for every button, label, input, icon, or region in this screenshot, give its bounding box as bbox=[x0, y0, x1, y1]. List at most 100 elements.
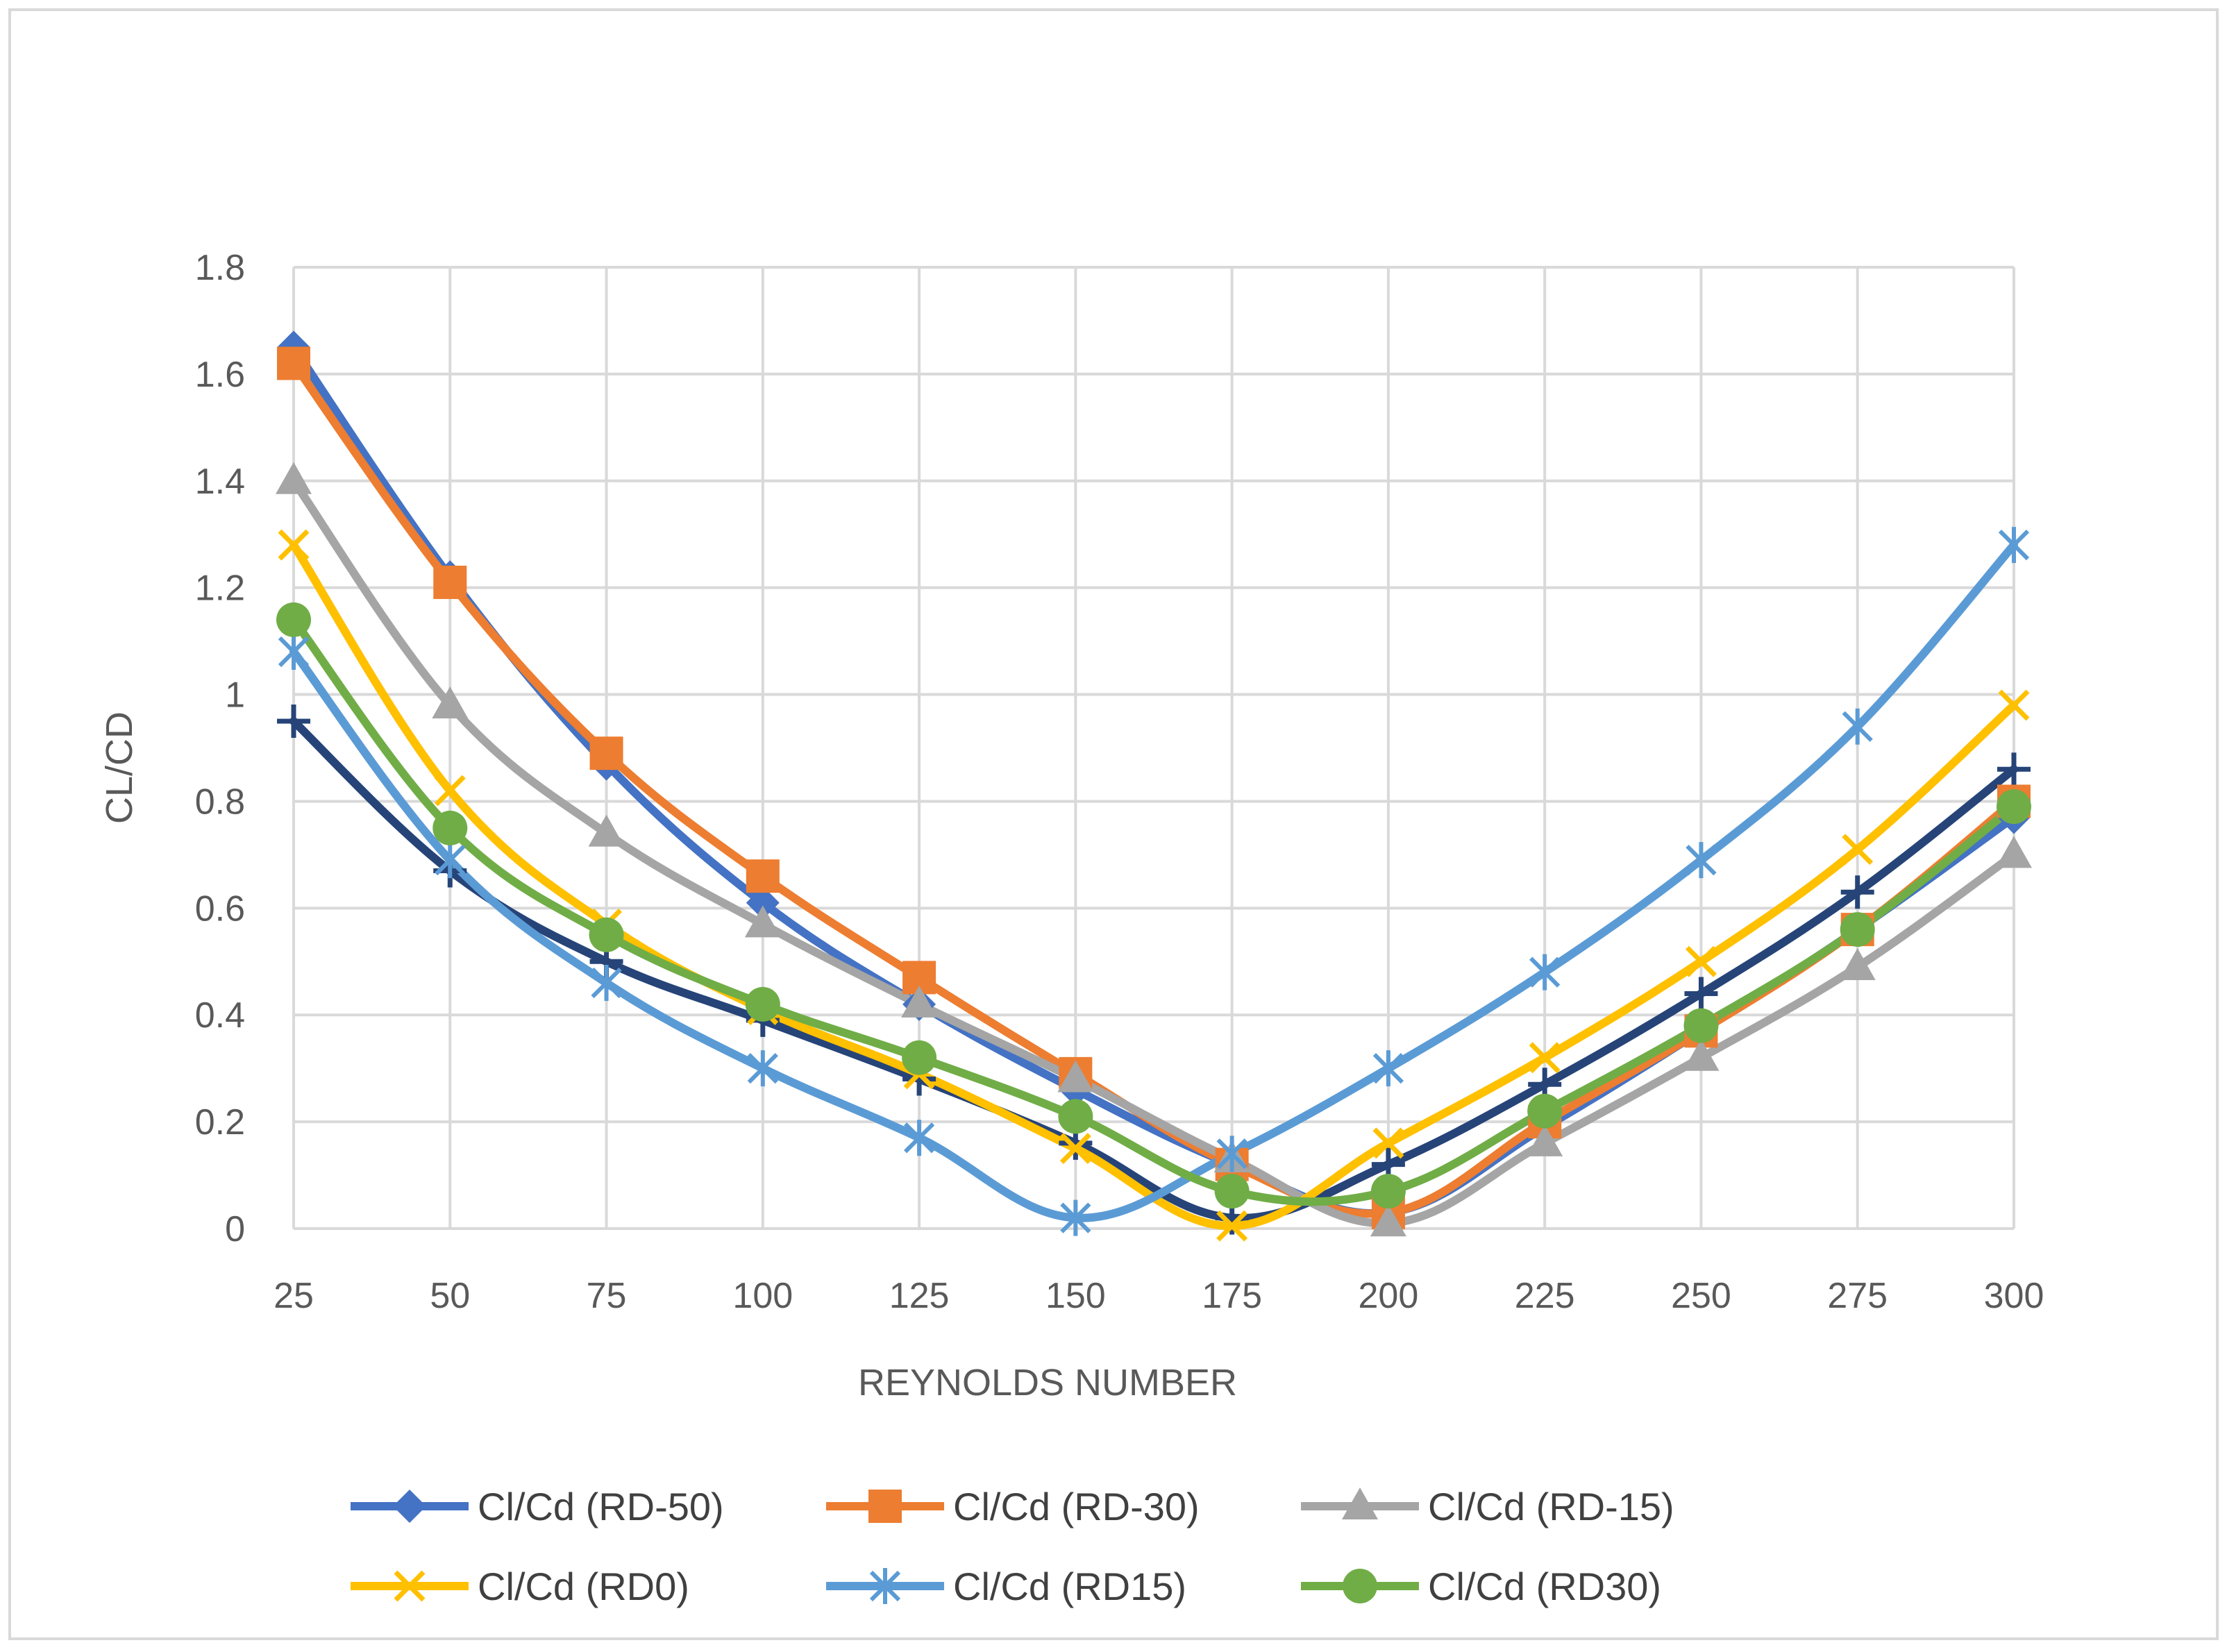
legend-swatch-marker bbox=[394, 1570, 426, 1602]
y-tick-label: 1.6 bbox=[195, 355, 245, 395]
x-tick-label: 25 bbox=[274, 1276, 314, 1316]
data-point-cl-cd-rd0 bbox=[434, 775, 466, 807]
data-point-cl-cd-rd-15 bbox=[1057, 1060, 1094, 1093]
data-point-cl-cd-rd30 bbox=[1840, 912, 1875, 947]
y-tick-label: 1.2 bbox=[195, 568, 245, 609]
x-tick-label: 50 bbox=[430, 1276, 470, 1316]
data-point-cl-cd-rd0 bbox=[1842, 834, 1874, 866]
data-point-cl-cd-rd-15 bbox=[588, 814, 625, 847]
data-point-baseline bbox=[1997, 752, 2031, 786]
data-point-cl-cd-rd30 bbox=[276, 602, 311, 637]
legend-swatch-marker bbox=[868, 1490, 902, 1523]
data-point-cl-cd-rd30 bbox=[1997, 789, 2031, 825]
x-tick-label: 125 bbox=[889, 1276, 950, 1316]
data-point-cl-cd-rd0 bbox=[1059, 1133, 1091, 1165]
legend-label: Cl/Cd (RD-50) bbox=[478, 1485, 724, 1528]
legend-item-cl-cd-rd-30: Cl/Cd (RD-30) bbox=[826, 1485, 1200, 1528]
data-point-cl-cd-rd15 bbox=[278, 634, 310, 670]
data-point-cl-cd-rd15 bbox=[1998, 527, 2030, 564]
x-tick-label: 150 bbox=[1045, 1276, 1106, 1316]
data-point-cl-cd-rd-15 bbox=[1996, 836, 2032, 868]
legend-swatch-marker bbox=[1342, 1487, 1378, 1519]
data-point-cl-cd-rd0 bbox=[278, 529, 310, 561]
series-points-cl-cd-rd15 bbox=[278, 527, 2030, 1236]
data-point-cl-cd-rd15 bbox=[1060, 1199, 1091, 1236]
x-tick-label: 250 bbox=[1671, 1276, 1731, 1316]
data-point-cl-cd-rd0 bbox=[1529, 1042, 1561, 1074]
series-markers bbox=[276, 330, 2032, 1242]
data-point-cl-cd-rd15 bbox=[1372, 1050, 1404, 1087]
data-point-cl-cd-rd30 bbox=[1527, 1093, 1563, 1129]
legend-swatch-marker bbox=[393, 1490, 426, 1523]
data-point-baseline bbox=[1684, 977, 1718, 1011]
y-axis-title: CL/CD bbox=[99, 711, 140, 824]
series-line-cl-cd-rd30 bbox=[289, 615, 2018, 1206]
data-point-cl-cd-rd-15 bbox=[1839, 947, 1876, 980]
x-tick-label: 75 bbox=[587, 1276, 627, 1316]
data-point-baseline bbox=[277, 705, 310, 739]
legend-label: Cl/Cd (RD-30) bbox=[953, 1485, 1200, 1528]
x-tick-label: 300 bbox=[1984, 1276, 2044, 1316]
y-tick-label: 0.6 bbox=[195, 888, 245, 929]
x-tick-label: 225 bbox=[1515, 1276, 1575, 1316]
legend-swatch-marker bbox=[869, 1568, 901, 1604]
data-point-cl-cd-rd30 bbox=[745, 986, 780, 1022]
y-tick-label: 0.8 bbox=[195, 782, 245, 822]
data-point-cl-cd-rd0 bbox=[1216, 1210, 1248, 1242]
x-axis-title: REYNOLDS NUMBER bbox=[858, 1362, 1237, 1404]
chart-frame bbox=[8, 8, 2219, 1640]
x-tick-label: 100 bbox=[732, 1276, 793, 1316]
legend-item-cl-cd-rd30: Cl/Cd (RD30) bbox=[1301, 1565, 1661, 1608]
data-point-cl-cd-rd30 bbox=[1214, 1174, 1250, 1209]
legend-label: Cl/Cd (RD15) bbox=[953, 1565, 1186, 1608]
series-lines bbox=[289, 343, 2018, 1231]
series-line-baseline bbox=[289, 717, 2018, 1223]
data-point-cl-cd-rd0 bbox=[1372, 1127, 1404, 1159]
data-point-cl-cd-rd-15 bbox=[432, 686, 469, 718]
data-point-cl-cd-rd0 bbox=[1685, 945, 1717, 977]
legend-label: Cl/Cd (RD-15) bbox=[1428, 1485, 1674, 1528]
data-point-cl-cd-rd-30 bbox=[589, 736, 623, 770]
legend-item-cl-cd-rd-15: Cl/Cd (RD-15) bbox=[1301, 1485, 1674, 1528]
data-point-cl-cd-rd-15 bbox=[1370, 1204, 1406, 1237]
data-point-cl-cd-rd-50 bbox=[746, 886, 780, 920]
x-tick-labels: 25 50 75 100 125 150 175 200 225 250 275 300 bbox=[274, 1276, 2044, 1316]
data-point-cl-cd-rd30 bbox=[589, 917, 624, 952]
data-point-cl-cd-rd-30 bbox=[433, 565, 467, 599]
data-point-cl-cd-rd30 bbox=[1370, 1174, 1406, 1209]
series-line-cl-cd-rd-15 bbox=[289, 476, 2018, 1228]
gridlines bbox=[292, 266, 2015, 1230]
data-point-cl-cd-rd15 bbox=[591, 965, 622, 1002]
data-point-cl-cd-rd15 bbox=[747, 1050, 778, 1087]
data-point-cl-cd-rd-15 bbox=[901, 985, 938, 1018]
data-point-cl-cd-rd-15 bbox=[1527, 1124, 1563, 1156]
data-point-cl-cd-rd30 bbox=[1058, 1099, 1093, 1134]
data-point-cl-cd-rd-15 bbox=[276, 462, 312, 494]
data-point-cl-cd-rd-15 bbox=[1683, 1038, 1720, 1071]
data-point-cl-cd-rd-30 bbox=[277, 346, 310, 380]
y-tick-label: 1 bbox=[225, 675, 245, 716]
y-tick-label: 1.4 bbox=[195, 462, 245, 502]
data-point-cl-cd-rd30 bbox=[902, 1040, 937, 1075]
y-tick-label: 1.8 bbox=[195, 248, 245, 288]
y-tick-labels: 0 0.2 0.4 0.6 0.8 1 1.2 1.4 1.6 1.8 bbox=[195, 248, 245, 1249]
x-tick-label: 200 bbox=[1359, 1276, 1419, 1316]
legend-item-cl-cd-rd0: Cl/Cd (RD0) bbox=[351, 1565, 689, 1608]
data-point-cl-cd-rd15 bbox=[1686, 842, 1717, 879]
data-point-cl-cd-rd15 bbox=[435, 842, 466, 879]
legend-item-cl-cd-rd-50: Cl/Cd (RD-50) bbox=[351, 1485, 724, 1528]
legend: Cl/Cd (RD-50) Cl/Cd (RD-30) Cl/Cd (RD-15) C… bbox=[351, 1485, 1674, 1608]
series-points-cl-cd-rd30 bbox=[276, 602, 2031, 1209]
series-line-cl-cd-rd15 bbox=[289, 541, 2018, 1222]
y-tick-label: 0 bbox=[225, 1209, 245, 1249]
data-point-cl-cd-rd30 bbox=[432, 810, 468, 845]
legend-label: Cl/Cd (RD0) bbox=[478, 1565, 689, 1608]
legend-item-cl-cd-rd15: Cl/Cd (RD15) bbox=[826, 1565, 1186, 1608]
y-tick-label: 0.2 bbox=[195, 1102, 245, 1143]
data-point-cl-cd-rd15 bbox=[1842, 708, 1873, 745]
legend-swatch-marker bbox=[1343, 1569, 1377, 1603]
data-point-cl-cd-rd-30 bbox=[746, 859, 780, 893]
data-point-cl-cd-rd15 bbox=[903, 1120, 935, 1156]
